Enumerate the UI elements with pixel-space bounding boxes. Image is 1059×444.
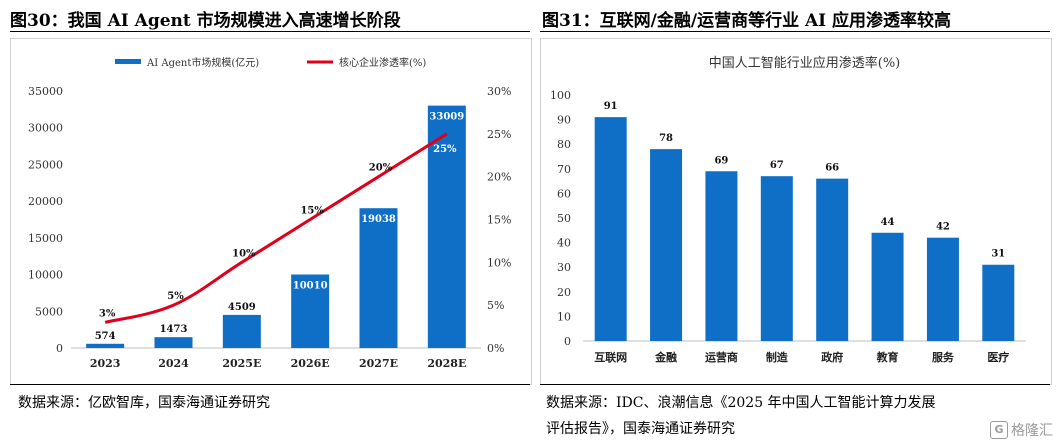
watermark-text: 格隆汇	[1011, 423, 1053, 439]
bar-3	[760, 176, 793, 341]
x-tick-label: 2027E	[359, 357, 398, 370]
y-tick-label: 15000	[28, 232, 63, 245]
y2-tick-label: 20%	[487, 171, 511, 184]
bar-2023	[86, 343, 125, 348]
chart-title: 中国人工智能行业应用渗透率(%)	[709, 55, 901, 71]
y2-tick-label: 5%	[487, 299, 504, 312]
bar-2026E	[291, 274, 330, 348]
right-title-rule	[540, 31, 1050, 32]
y-tick-label: 60	[557, 187, 571, 200]
right-source-rule	[540, 384, 1050, 385]
watermark: G 格隆汇	[990, 420, 1053, 440]
y-tick-label: 90	[557, 114, 571, 127]
bar-4	[816, 178, 849, 341]
bar-value-label: 67	[770, 160, 784, 171]
y-tick-label: 5000	[35, 305, 63, 318]
bar-value-label: 78	[659, 133, 673, 144]
bar-value-label: 44	[881, 217, 895, 228]
x-tick-label: 金融	[654, 350, 677, 364]
left-title-rule	[10, 31, 530, 32]
bar-value-label: 10010	[293, 280, 328, 291]
x-tick-label: 2023	[90, 357, 121, 370]
y2-tick-label: 10%	[487, 256, 511, 269]
industry-penetration-chart: 中国人工智能行业应用渗透率(%) 0 10 20 30 40 50 60 70 80 90 100 91…	[550, 55, 1026, 364]
y-tick-label: 0	[56, 342, 63, 355]
bar-2028E	[427, 105, 466, 348]
x-tick-label: 2028E	[427, 357, 466, 370]
x-tick-label: 2026E	[291, 357, 330, 370]
x-tick-label: 运营商	[705, 350, 738, 364]
x-tick-label: 制造	[766, 350, 789, 364]
x-tick-label: 教育	[876, 350, 899, 364]
bar-2027E	[359, 208, 398, 348]
bar-value-label: 31	[991, 249, 1005, 260]
bar-0	[594, 117, 627, 341]
line-value-label: 10%	[232, 248, 256, 259]
right-source-note-line1: 数据来源：IDC、浪潮信息《2025 年中国人工智能计算力发展	[546, 395, 936, 411]
y-tick-label: 70	[557, 163, 571, 176]
x-tick-label: 政府	[821, 350, 843, 364]
bar-value-label: 4509	[228, 302, 256, 313]
y-tick-label: 35000	[28, 85, 63, 98]
y-tick-label: 80	[557, 138, 571, 151]
g-logo-icon: G	[990, 421, 1008, 439]
y2-tick-label: 15%	[487, 214, 511, 227]
x-tick-label: 医疗	[987, 350, 1009, 364]
x-tick-label: 服务	[932, 350, 955, 364]
y-tick-label: 0	[564, 335, 571, 348]
y-tick-label: 50	[557, 212, 571, 225]
x-tick-label: 2025E	[222, 357, 261, 370]
y-tick-label: 10	[557, 310, 571, 323]
legend-label-line: 核心企业渗透率(%)	[339, 56, 426, 69]
legend-swatch-bar	[115, 59, 141, 64]
bar-value-label: 91	[604, 101, 618, 112]
y2-tick-label: 0%	[487, 342, 504, 355]
y-tick-label: 30000	[28, 122, 63, 135]
y-tick-label: 25000	[28, 158, 63, 171]
x-tick-label: 2024	[158, 357, 189, 370]
legend-label-bar: AI Agent市场规模(亿元)	[146, 56, 259, 69]
left-source-rule	[10, 384, 530, 385]
bar-5	[871, 232, 904, 341]
penetration-line	[104, 132, 448, 324]
line-value-label: 5%	[167, 291, 184, 302]
line-value-label: 3%	[99, 308, 116, 319]
left-figure-title: 图30：我国 AI Agent 市场规模进入高速增长阶段	[10, 11, 401, 31]
right-figure-title: 图31：互联网/金融/运营商等行业 AI 应用渗透率较高	[542, 11, 952, 31]
x-tick-label: 互联网	[594, 350, 627, 364]
bar-value-label: 1473	[160, 324, 188, 335]
y-tick-label: 10000	[28, 269, 63, 282]
bar-2025E	[222, 314, 261, 348]
y2-tick-label: 25%	[487, 128, 511, 141]
y-tick-label: 30	[557, 261, 571, 274]
right-chart-frame: 中国人工智能行业应用渗透率(%) 0 10 20 30 40 50 60 70 80 90 100 91…	[540, 38, 1052, 385]
bar-2024	[154, 337, 193, 348]
left-source-note: 数据来源：亿欧智库，国泰海通证券研究	[18, 395, 270, 411]
right-source-note-line2: 评估报告》，国泰海通证券研究	[546, 421, 735, 437]
bar-1	[650, 149, 683, 341]
y-tick-label: 20	[557, 286, 571, 299]
y-tick-label: 100	[550, 89, 571, 102]
y-tick-label: 40	[557, 237, 571, 250]
bar-value-label: 574	[95, 331, 116, 342]
bar-6	[926, 237, 959, 341]
line-value-label: 25%	[433, 144, 457, 155]
left-chart-frame: AI Agent市场规模(亿元) 核心企业渗透率(%) 0 5000 10000 1500…	[10, 38, 532, 385]
bar-7	[982, 264, 1015, 341]
bar-value-label: 69	[714, 155, 728, 166]
line-value-label: 20%	[369, 163, 393, 174]
bar-value-label: 19038	[361, 214, 396, 225]
market-size-chart: AI Agent市场规模(亿元) 核心企业渗透率(%) 0 5000 10000 1500…	[28, 56, 511, 370]
bar-value-label: 33009	[429, 112, 464, 123]
y-tick-label: 20000	[28, 195, 63, 208]
y2-tick-label: 30%	[487, 85, 511, 98]
line-value-label: 15%	[300, 206, 324, 217]
bar-value-label: 42	[936, 222, 950, 233]
bar-2	[705, 171, 738, 341]
bar-value-label: 66	[825, 163, 839, 174]
